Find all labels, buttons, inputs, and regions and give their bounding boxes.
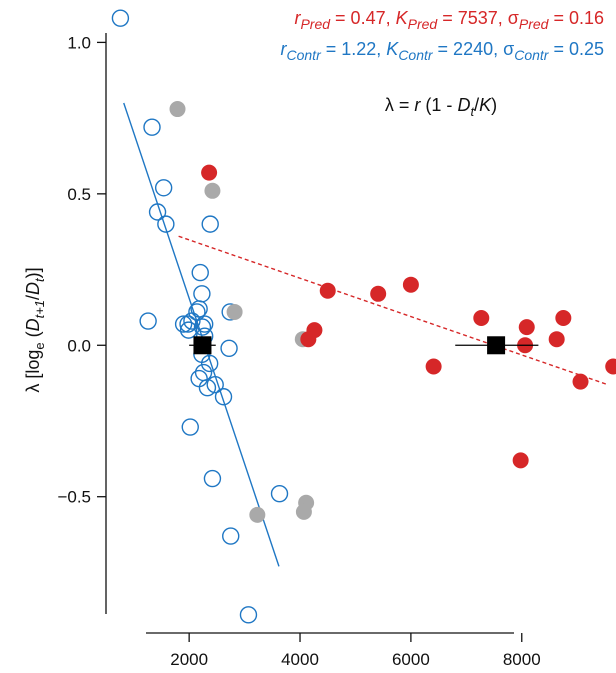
y-tick-label: 1.0 (67, 33, 91, 52)
pred-data-point (512, 452, 529, 469)
contr-data-point (222, 527, 240, 545)
contr-data-point (214, 388, 233, 406)
contr-data-point (183, 312, 201, 330)
contr-data-point (191, 263, 209, 282)
x-tick-label: 2000 (170, 650, 208, 668)
pred-data-point (425, 358, 442, 375)
axes (105, 33, 514, 634)
contr-data-point (206, 375, 224, 394)
contr-data-point (220, 339, 238, 358)
y-tick-label: 0.0 (67, 336, 91, 355)
contr-data-point (181, 418, 199, 436)
contr-data-point (201, 215, 219, 233)
contr-data-point (203, 469, 222, 488)
contr-data-point (154, 179, 173, 197)
contr-data-point (174, 315, 193, 333)
pred-data-point (370, 285, 387, 302)
pred-fit-line (178, 235, 608, 386)
x-tick-label: 4000 (281, 650, 319, 668)
contr-data-point (188, 303, 206, 321)
y-tick-label: 0.5 (67, 185, 91, 204)
pred-data-point (300, 331, 317, 348)
pred-parameters-annotation: rPred = 0.47, KPred = 7537, σPred = 0.16 (294, 8, 604, 32)
contr-data-point (143, 118, 161, 136)
pred-data-point (555, 310, 572, 327)
axis-ticks: 2000 4000 6000 8000 1.0 0.5 0.0 −0.5 (57, 33, 541, 669)
pred-equilibrium-marker (487, 336, 506, 355)
gray-data-point (169, 101, 186, 118)
contr-data-point (195, 315, 214, 333)
pred-data-point (518, 319, 535, 336)
gray-data-point (249, 506, 266, 523)
pred-data-point (572, 373, 589, 390)
contr-data-point (200, 354, 219, 373)
contr-data-point (157, 215, 175, 233)
model-equation-annotation: λ = r (1 - Dt/K) (385, 95, 497, 119)
pred-data-point (319, 282, 336, 299)
pred-data-point (201, 164, 218, 181)
contr-equilibrium-marker (193, 336, 212, 355)
gray-data-point (204, 182, 221, 199)
pred-data-point (473, 310, 490, 327)
data-points (111, 9, 616, 624)
contr-data-point (139, 312, 157, 330)
pred-data-point (402, 276, 419, 293)
contr-data-point (270, 484, 289, 503)
contr-data-point (179, 321, 198, 339)
contr-data-point (193, 318, 212, 336)
y-tick-label: −0.5 (57, 488, 91, 507)
pred-data-point (605, 358, 616, 375)
pred-data-point (548, 331, 565, 348)
gray-data-point (226, 303, 243, 320)
x-tick-label: 6000 (392, 650, 430, 668)
equilibrium-markers (189, 336, 539, 355)
x-tick-label: 8000 (503, 650, 541, 668)
y-axis-label: λ [loge (Dt+1/Dt)] (23, 267, 47, 392)
gray-data-point (295, 503, 312, 520)
contr-data-point (193, 285, 211, 303)
contr-data-point (111, 9, 130, 27)
contr-parameters-annotation: rContr = 1.22, KContr = 2240, σContr = 0… (281, 39, 605, 63)
annotations: rPred = 0.47, KPred = 7537, σPred = 0.16… (281, 8, 605, 119)
contr-data-point (198, 378, 217, 397)
contr-data-point (148, 203, 167, 221)
contr-data-point (239, 606, 258, 624)
